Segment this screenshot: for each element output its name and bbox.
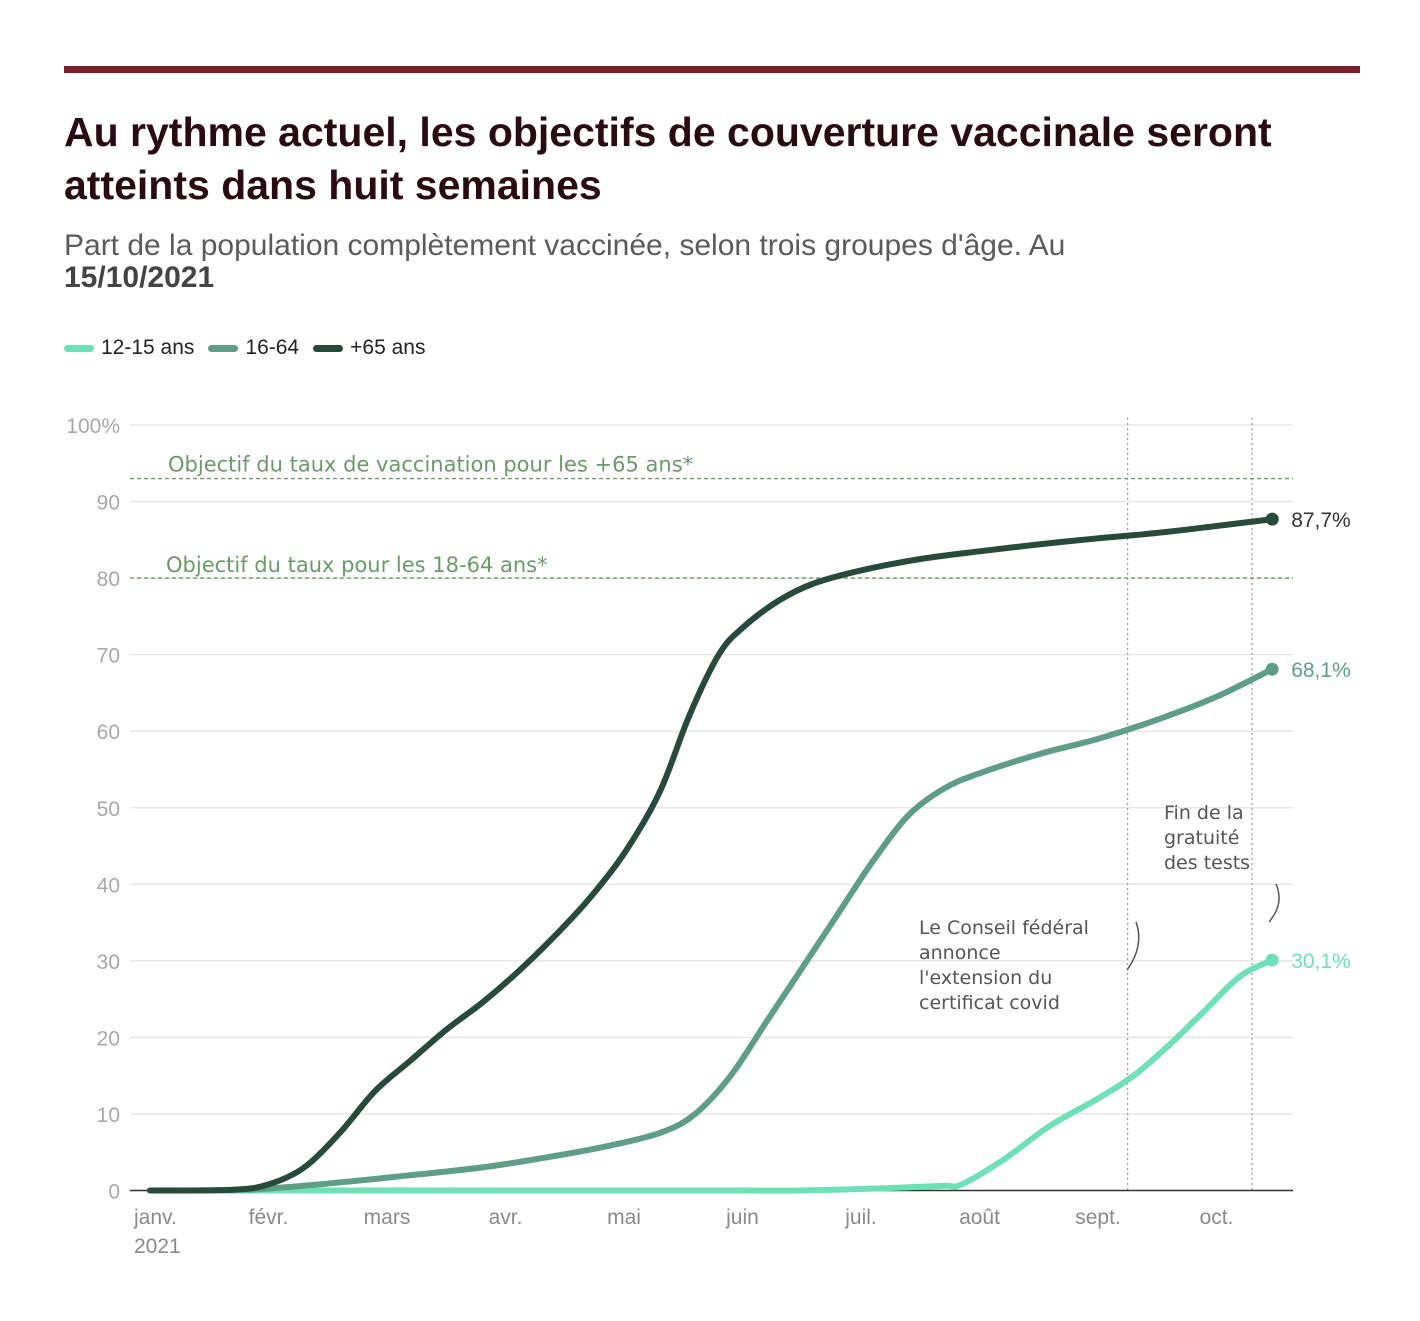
annotation-pointer-conseil — [1126, 921, 1140, 971]
x-tick-label: sept. — [1075, 1206, 1121, 1229]
legend-swatch-12-15 — [64, 344, 94, 352]
y-tick-label: 50 — [97, 798, 120, 821]
goal-label-18-64: Objectif du taux pour les 18-64 ans* — [166, 553, 548, 577]
y-tick-label: 60 — [97, 721, 120, 744]
x-tick-label: juin — [725, 1206, 759, 1229]
legend-label-65: +65 ans — [350, 336, 426, 359]
x-tick-label: juil. — [844, 1206, 877, 1229]
x-tick-label: avr. — [489, 1206, 523, 1229]
annotation-conseil-federal-line: Le Conseil fédéral — [919, 917, 1089, 939]
x-tick-label: févr. — [249, 1206, 289, 1229]
series-end-dot-1 — [1265, 662, 1279, 676]
chart-title: Au rythme actuel, les objectifs de couve… — [64, 109, 1272, 208]
annotation-pointer-tests — [1268, 883, 1280, 923]
y-tick-label: 10 — [97, 1104, 120, 1127]
x-tick-label: mars — [364, 1206, 411, 1229]
y-tick-label: 30 — [97, 951, 120, 974]
y-tick-label: 0 — [108, 1181, 120, 1204]
series-end-dot-0 — [1265, 953, 1279, 967]
x-tick-sublabel: 2021 — [134, 1235, 181, 1258]
series-end-label-1: 68,1% — [1291, 659, 1351, 682]
series-end-label-2: 87,7% — [1291, 509, 1351, 532]
series-line-0 — [147, 957, 1276, 1194]
annotation-fin-gratuite-line: gratuité — [1164, 827, 1239, 849]
legend: 12-15 ans 16-64 +65 ans — [64, 336, 439, 360]
goal-label-65: Objectif du taux de vaccination pour les… — [168, 453, 693, 477]
x-tick-label: janv. — [133, 1206, 177, 1229]
annotation-conseil-federal-line: certificat covid — [919, 992, 1060, 1014]
subtitle-date: 15/10/2021 — [64, 261, 215, 294]
y-tick-label: 20 — [97, 1027, 120, 1050]
chart-subtitle: Part de la population complètement vacci… — [64, 230, 1364, 294]
x-tick-label: août — [959, 1206, 1000, 1229]
y-tick-label: 90 — [97, 492, 120, 515]
y-tick-label: 80 — [97, 568, 120, 591]
annotation-conseil-federal-line: annonce — [919, 942, 1001, 964]
series-end-label-0: 30,1% — [1291, 950, 1351, 973]
x-tick-label: oct. — [1200, 1206, 1234, 1229]
legend-label-16-64: 16-64 — [245, 336, 300, 359]
y-tick-label: 70 — [97, 645, 120, 668]
legend-item-65: +65 ans — [313, 336, 425, 360]
y-tick-label: 100% — [66, 415, 120, 438]
series-line-1 — [147, 666, 1276, 1194]
legend-item-16-64: 16-64 — [208, 336, 299, 360]
y-tick-label: 40 — [97, 874, 120, 897]
x-tick-label: mai — [607, 1206, 641, 1229]
series-end-dot-2 — [1265, 512, 1279, 526]
top-rule — [64, 66, 1360, 73]
legend-label-12-15: 12-15 ans — [101, 336, 195, 359]
annotation-fin-gratuite-line: Fin de la — [1164, 802, 1244, 824]
annotation-conseil-federal-line: l'extension du — [919, 967, 1052, 989]
legend-item-12-15: 12-15 ans — [64, 336, 194, 360]
legend-swatch-65 — [313, 344, 344, 352]
series-line-2 — [147, 516, 1276, 1194]
annotation-fin-gratuite-line: des tests — [1164, 852, 1250, 874]
legend-swatch-16-64 — [208, 344, 239, 352]
subtitle-text: Part de la population complètement vacci… — [64, 229, 1066, 262]
